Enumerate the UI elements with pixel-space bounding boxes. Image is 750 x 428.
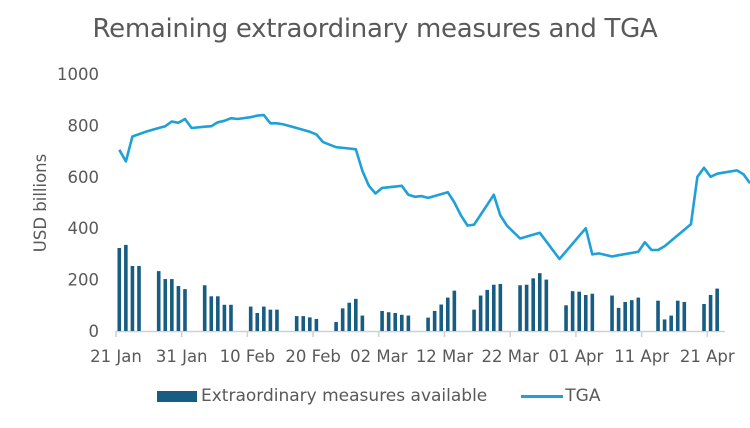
bar — [524, 284, 529, 331]
y-tick-label: 200 — [68, 271, 100, 290]
bar — [616, 307, 621, 331]
y-tick-label: 400 — [68, 219, 100, 238]
bar — [170, 279, 174, 331]
bar — [498, 283, 503, 331]
legend-line-swatch — [521, 394, 564, 398]
bar — [432, 310, 437, 331]
bar — [386, 312, 391, 331]
bar — [275, 309, 279, 331]
bar — [340, 308, 345, 331]
bar — [406, 315, 411, 331]
bar — [248, 306, 253, 331]
bar — [209, 296, 214, 331]
bar — [669, 315, 673, 331]
bar — [636, 297, 641, 331]
bar — [334, 322, 338, 331]
y-tick-label: 1000 — [57, 65, 99, 84]
bar — [478, 295, 483, 331]
bar — [202, 285, 207, 331]
bar — [294, 316, 299, 331]
bar — [130, 265, 135, 331]
bar — [314, 318, 319, 331]
x-tick-label: 02 Mar — [350, 347, 408, 366]
bar — [610, 295, 614, 331]
bar — [393, 313, 398, 331]
y-tick-label: 0 — [89, 322, 100, 341]
bar — [491, 284, 496, 331]
bar — [216, 296, 220, 331]
bar — [156, 271, 161, 331]
bar — [583, 295, 588, 331]
bar — [452, 290, 457, 331]
bar — [577, 291, 581, 331]
bar — [702, 304, 706, 331]
bar — [544, 279, 549, 331]
bar — [590, 293, 595, 331]
bar — [675, 300, 680, 331]
bar — [268, 309, 273, 331]
bar — [262, 306, 266, 331]
bar — [399, 314, 404, 331]
legend-bar-swatch — [157, 390, 197, 402]
bar — [308, 317, 312, 331]
x-tick-label: 22 Mar — [482, 347, 540, 366]
bar — [124, 244, 128, 331]
bar — [472, 309, 476, 331]
bar — [163, 279, 168, 331]
x-tick-label: 20 Feb — [285, 347, 340, 366]
bar — [570, 291, 575, 331]
bar — [682, 301, 687, 331]
bar — [662, 319, 667, 331]
bar — [183, 289, 187, 331]
legend-bars-label: Extraordinary measures available — [201, 386, 488, 406]
bar — [439, 304, 444, 331]
bar — [485, 289, 490, 331]
x-axis: 21 Jan 31 Jan 10 Feb 20 Feb 02 Mar 12 Mar 22 M… — [90, 330, 735, 366]
legend-line-label: TGA — [565, 386, 601, 406]
x-tick-label: 01 Apr — [549, 347, 604, 366]
x-tick-label: 11 Apr — [614, 347, 669, 366]
x-tick-label: 10 Feb — [220, 347, 275, 366]
y-axis-title: USD billions — [31, 154, 50, 252]
bar — [176, 286, 181, 331]
bar — [629, 300, 634, 331]
y-axis: 0 200 400 600 800 1000 — [57, 65, 99, 341]
tga-line — [118, 113, 750, 261]
x-tick-label: 12 Mar — [416, 347, 474, 366]
bar — [255, 313, 260, 331]
bar — [537, 273, 542, 331]
chart-title: Remaining extraordinary measures and TGA — [92, 14, 658, 44]
bar — [623, 301, 627, 331]
bar — [347, 302, 352, 331]
bar — [656, 300, 660, 331]
x-tick-label: 21 Jan — [90, 347, 142, 366]
bar — [229, 304, 233, 331]
bar — [445, 297, 450, 331]
bar — [426, 317, 430, 331]
bar — [360, 315, 365, 331]
bar — [222, 304, 227, 331]
x-tick-label: 21 Apr — [680, 347, 735, 366]
bar — [708, 295, 713, 331]
line-series — [118, 113, 750, 261]
legend: Extraordinary measures available TGA — [157, 386, 600, 406]
bar-series — [117, 244, 719, 331]
bar — [564, 305, 568, 331]
bar — [531, 278, 535, 331]
bar — [117, 247, 122, 331]
bar — [380, 310, 384, 331]
x-tick-label: 31 Jan — [156, 347, 208, 366]
bar — [518, 285, 522, 331]
bar — [301, 316, 306, 331]
bar — [137, 265, 141, 331]
bar — [715, 288, 719, 331]
bar — [354, 298, 358, 331]
y-tick-label: 600 — [68, 168, 100, 187]
y-tick-label: 800 — [68, 116, 100, 135]
